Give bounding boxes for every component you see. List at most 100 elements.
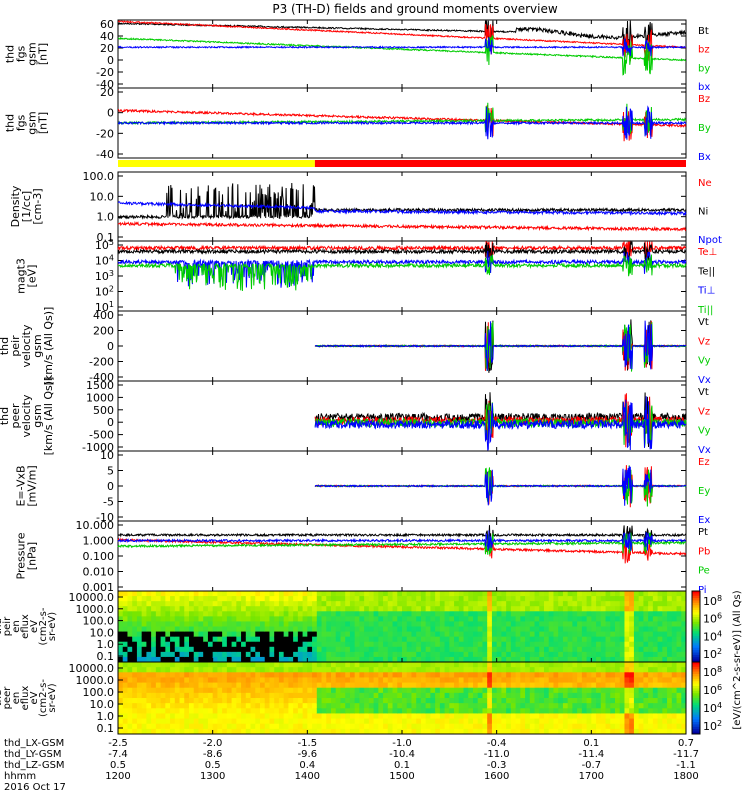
- spectrogram-cell: [345, 692, 351, 699]
- spectrogram-cell: [525, 708, 531, 714]
- spectrogram-cell: [581, 606, 588, 612]
- legend-Ti||: Ti||: [697, 305, 713, 316]
- spectrogram-cell: [354, 682, 360, 689]
- spectrogram-cell: [676, 687, 682, 694]
- spectrogram-cell: [264, 672, 270, 678]
- spectrogram-cell: [463, 606, 469, 612]
- spectrogram-cell: [515, 682, 521, 689]
- spectrogram-cell: [118, 672, 124, 678]
- spectrogram-cell: [184, 651, 190, 658]
- spectrogram-cell: [373, 651, 379, 658]
- spectrogram-cell: [198, 682, 204, 689]
- spectrogram-cell: [288, 631, 294, 638]
- spectrogram-cell: [477, 723, 483, 730]
- spectrogram-cell: [525, 596, 531, 602]
- colorbar-tick-label: 106: [703, 683, 722, 697]
- spectrogram-cell: [383, 682, 389, 689]
- spectrogram-cell: [473, 621, 479, 627]
- spectrogram-cell: [378, 651, 384, 658]
- spectrogram-cell: [345, 677, 351, 684]
- spectrogram-cell: [132, 698, 138, 704]
- spectrogram-cell: [491, 662, 498, 668]
- spectrogram-cell: [387, 656, 394, 663]
- spectrogram-cell: [269, 616, 275, 622]
- spectrogram-cell: [548, 723, 554, 730]
- spectrogram-cell: [619, 611, 625, 617]
- spectrogram-cell: [193, 687, 199, 694]
- spectrogram-cell: [264, 641, 270, 648]
- spectrogram-cell: [312, 611, 318, 617]
- spectrogram-cell: [349, 692, 356, 699]
- spectrogram-cell: [520, 698, 526, 704]
- legend-Vt: Vt: [698, 387, 709, 398]
- spectrogram-cell: [132, 703, 138, 709]
- spectrogram-cell: [525, 667, 531, 673]
- spectrogram-cell: [160, 723, 166, 730]
- legend-Vx: Vx: [698, 375, 711, 386]
- spectrogram-cell: [596, 718, 602, 725]
- spectrogram-cell: [368, 662, 375, 668]
- spectrogram-cell: [288, 621, 294, 627]
- spectrogram-cell: [468, 601, 474, 607]
- spectrogram-cell: [487, 698, 493, 704]
- spectrogram-cell: [349, 667, 356, 673]
- colorbar-cell: [692, 652, 700, 656]
- colorbar-cell: [692, 719, 700, 723]
- spectrogram-cell: [392, 728, 398, 735]
- spectrogram-cell: [288, 601, 294, 607]
- spectrogram-cell: [520, 687, 526, 694]
- spectrogram-cell: [577, 698, 583, 704]
- colorbar-cell: [692, 595, 700, 599]
- spectrogram-cell: [619, 606, 625, 612]
- spectrogram-cell: [435, 616, 441, 622]
- line-panels: 6040200-20-40thdfgsgsm[nT]Btbzbybx200-20…: [0, 18, 722, 596]
- spectrogram-cell: [496, 621, 502, 627]
- spectrogram-cell: [444, 713, 450, 720]
- spectrogram-cell: [212, 596, 218, 602]
- spectrogram-cell: [127, 713, 133, 720]
- spectrogram-cell: [402, 591, 408, 597]
- spectrogram-cell: [193, 728, 199, 735]
- spectrogram-cell: [212, 601, 218, 607]
- spectrogram-cell: [539, 651, 545, 658]
- spectrogram-cell: [226, 646, 233, 653]
- spectrogram-cell: [624, 631, 630, 638]
- spectrogram-cell: [245, 656, 252, 663]
- spectrogram-cell: [387, 621, 394, 627]
- spectrogram-cell: [203, 682, 209, 689]
- spectrogram-cell: [633, 698, 640, 704]
- spectrogram-cell: [581, 616, 588, 622]
- spectrogram-cell: [529, 708, 536, 714]
- spectrogram-cell: [184, 606, 190, 612]
- spectrogram-cell: [496, 698, 502, 704]
- spectrogram-cell: [122, 713, 128, 720]
- spectrogram-cell: [397, 687, 403, 694]
- spectrogram-cell: [633, 718, 640, 725]
- spectrogram-cell: [278, 616, 285, 622]
- spectrogram-cell: [435, 698, 441, 704]
- spectrogram-cell: [293, 692, 299, 699]
- spectrogram-cell: [312, 672, 318, 678]
- spectrogram-cell: [160, 656, 166, 663]
- spectrogram-cell: [402, 698, 408, 704]
- spectrogram-cell: [596, 596, 602, 602]
- spectrogram-cell: [615, 616, 621, 622]
- spectrogram-cell: [420, 651, 427, 658]
- spectrogram-cell: [274, 591, 280, 597]
- spectrogram-cell: [331, 703, 337, 709]
- spectrogram-cell: [174, 656, 181, 663]
- spectrogram-cell: [444, 646, 450, 653]
- spectrogram-cell: [151, 698, 157, 704]
- spectrogram-cell: [203, 698, 209, 704]
- spectrogram-cell: [127, 687, 133, 694]
- spectrogram-cell: [638, 606, 644, 612]
- spectrogram-cell: [179, 656, 185, 663]
- spectrogram-cell: [278, 667, 285, 673]
- spectrogram-cell: [676, 677, 682, 684]
- spectrogram-cell: [387, 596, 394, 602]
- colorbar-cell: [692, 662, 700, 665]
- spectrogram-cell: [127, 636, 133, 643]
- spectrogram-cell: [312, 692, 318, 699]
- spectrogram-cell: [278, 611, 285, 617]
- spectrogram-cell: [468, 611, 474, 617]
